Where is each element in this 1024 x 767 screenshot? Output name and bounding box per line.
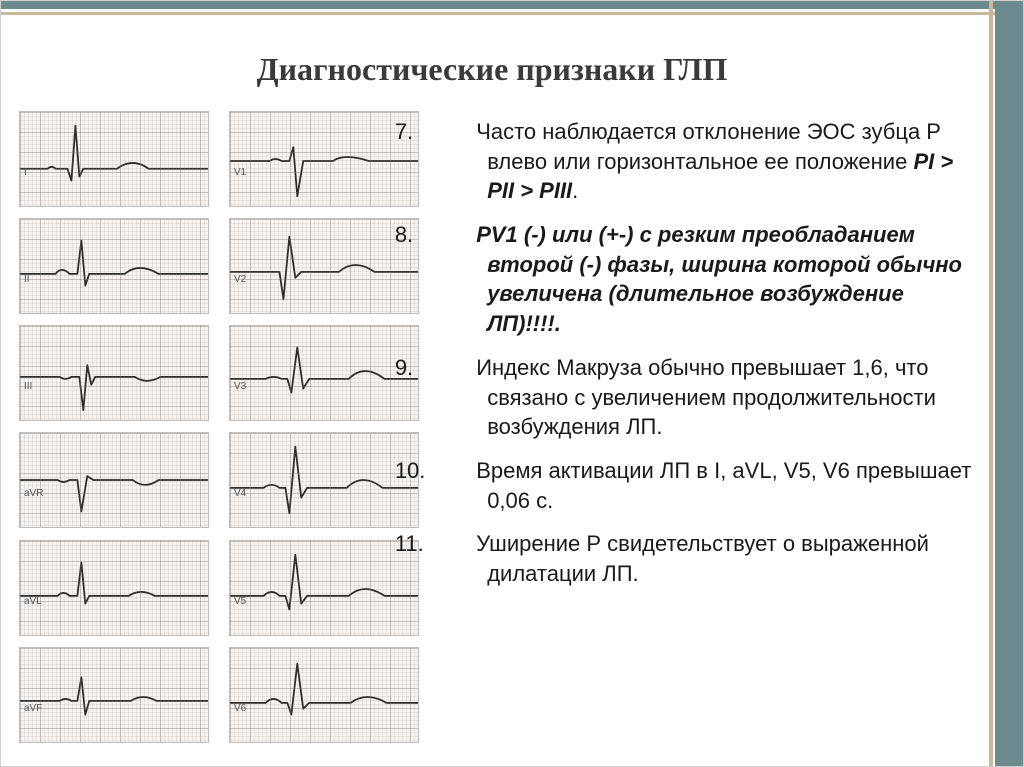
list-number: 9.: [441, 353, 476, 383]
lead-label: I: [24, 168, 27, 178]
lead-label: V3: [234, 382, 246, 392]
lead-label: aVR: [24, 489, 43, 499]
ecg-grid-bg: [20, 648, 208, 742]
list-emph: PV1 (-) или (+-) с резким преобладанием …: [476, 222, 962, 336]
numbered-list: 7. Часто наблюдается отклонение ЭОС зубц…: [441, 117, 977, 589]
ecg-grid-bg: [20, 112, 208, 206]
ecg-strip: V3: [229, 325, 419, 421]
list-text: Уширение Р свидетельствует о выраженной …: [476, 531, 929, 586]
ecg-grid-bg: [230, 219, 418, 313]
list-item: 11. Уширение Р свидетельствует о выражен…: [441, 529, 977, 588]
list-text: Часто наблюдается отклонение ЭОС зубца Р…: [476, 119, 941, 174]
lead-label: aVL: [24, 597, 42, 607]
list-text: Время активации ЛП в I, aVL, V5, V6 прев…: [476, 458, 971, 513]
list-number: 10.: [441, 456, 476, 486]
ecg-strip: V4: [229, 432, 419, 528]
top-rule: [1, 1, 1023, 15]
list-text: .: [572, 178, 578, 203]
ecg-grid-bg: [230, 326, 418, 420]
ecg-grid-bg: [230, 112, 418, 206]
body-text: 7. Часто наблюдается отклонение ЭОС зубц…: [441, 117, 977, 603]
ecg-strip: V1: [229, 111, 419, 207]
ecg-grid-bg: [230, 433, 418, 527]
lead-label: V5: [234, 597, 246, 607]
ecg-strip: aVF: [19, 647, 209, 743]
list-number: 11.: [441, 529, 476, 559]
ecg-grid-bg: [230, 541, 418, 635]
ecg-strip: V5: [229, 540, 419, 636]
ecg-strip: aVR: [19, 432, 209, 528]
slide: Диагностические признаки ГЛП I V1 II V2 III V…: [0, 0, 1024, 767]
list-item: 10. Время активации ЛП в I, aVL, V5, V6 …: [441, 456, 977, 515]
ecg-grid-bg: [230, 648, 418, 742]
list-number: 7.: [441, 117, 476, 147]
ecg-strip: V2: [229, 218, 419, 314]
ecg-strip: aVL: [19, 540, 209, 636]
list-item: 9. Индекс Макруза обычно превышает 1,6, …: [441, 353, 977, 442]
accent-column: [995, 1, 1023, 766]
lead-label: aVF: [24, 704, 42, 714]
rule-tan: [1, 12, 1023, 15]
ecg-strip: II: [19, 218, 209, 314]
ecg-grid-bg: [20, 326, 208, 420]
rule-teal: [1, 1, 1023, 9]
lead-label: V6: [234, 704, 246, 714]
lead-label: III: [24, 382, 32, 392]
ecg-grid: I V1 II V2 III V3 aVR V4 aVL V5 aVF V6: [19, 111, 419, 744]
lead-label: V4: [234, 489, 246, 499]
list-item: 7. Часто наблюдается отклонение ЭОС зубц…: [441, 117, 977, 206]
lead-label: V1: [234, 168, 246, 178]
ecg-grid-bg: [20, 433, 208, 527]
ecg-strip: V6: [229, 647, 419, 743]
slide-title: Диагностические признаки ГЛП: [1, 51, 983, 88]
ecg-grid-bg: [20, 541, 208, 635]
ecg-strip: III: [19, 325, 209, 421]
lead-label: V2: [234, 275, 246, 285]
list-item: 8. PV1 (-) или (+-) с резким преобладани…: [441, 220, 977, 339]
list-text: Индекс Макруза обычно превышает 1,6, что…: [476, 355, 936, 439]
ecg-strip: I: [19, 111, 209, 207]
list-number: 8.: [441, 220, 476, 250]
ecg-grid-bg: [20, 219, 208, 313]
lead-label: II: [24, 275, 30, 285]
